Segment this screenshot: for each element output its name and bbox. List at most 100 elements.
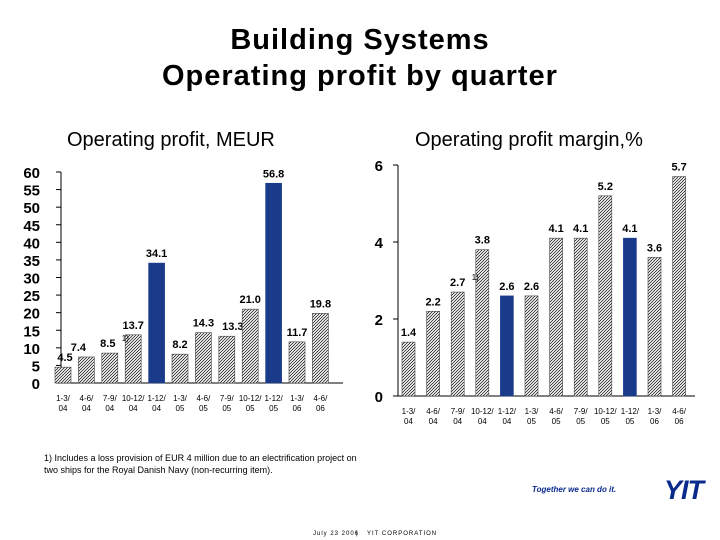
y-tick-label: 20 (23, 306, 40, 323)
bar-value-label: 4.1 (622, 223, 637, 235)
bar-value-label: 2.2 (425, 296, 440, 308)
x-tick-label: 05 (576, 417, 585, 426)
logo-tagline: Together we can do it. (532, 485, 617, 494)
chart-title-operating-margin: Operating profit margin,% (415, 129, 643, 151)
bar-4-6-05 (549, 237, 563, 397)
bar-value-label: 3.8 (475, 235, 490, 247)
bar-4-6-06 (672, 176, 686, 397)
footer-date: July 23 2006 (313, 531, 360, 537)
y-tick-label: 40 (23, 235, 40, 252)
bar-4-6-06 (312, 313, 329, 384)
annotation-marker: 1) (122, 334, 129, 343)
x-tick-label: 1-12/ (621, 407, 640, 416)
y-tick-label: 25 (23, 288, 40, 305)
y-tick-label: 55 (23, 183, 40, 200)
x-tick-label: 7-9/ (220, 394, 235, 403)
bar-4-6-04 (78, 356, 95, 384)
bar-value-label: 14.3 (193, 318, 214, 330)
bar-value-label: 4.1 (548, 223, 563, 235)
page-title-line1: Building Systems (230, 24, 490, 56)
x-tick-label: 04 (152, 404, 161, 413)
x-tick-label: 7-9/ (574, 407, 589, 416)
bar-value-label: 1.4 (401, 327, 417, 339)
bar-value-label: 13.3 (222, 321, 243, 333)
y-tick-label: 35 (23, 253, 40, 270)
y-tick-label: 4 (375, 235, 384, 252)
x-tick-label: 05 (552, 417, 561, 426)
bar-1-12-05 (265, 182, 282, 384)
bar-10-12-05 (241, 308, 259, 384)
bar-value-label: 5.2 (598, 181, 613, 193)
page-title-line2: Operating profit by quarter (162, 60, 558, 92)
x-tick-label: 05 (527, 417, 536, 426)
x-tick-label: 4-6/ (197, 394, 212, 403)
y-tick-label: 6 (375, 158, 383, 175)
x-tick-label: 05 (246, 404, 255, 413)
x-tick-label: 05 (625, 417, 634, 426)
x-tick-label: 04 (82, 404, 91, 413)
bar-value-label: 21.0 (239, 294, 260, 306)
x-tick-label: 1-12/ (147, 394, 166, 403)
x-tick-label: 04 (502, 417, 511, 426)
x-tick-label: 06 (650, 417, 659, 426)
logo-mark: YIT (663, 475, 704, 505)
bar-value-label: 2.6 (499, 281, 514, 293)
bar-7-9-05 (573, 237, 588, 397)
y-tick-label: 45 (23, 218, 40, 235)
bar-10-12-04 (124, 334, 142, 384)
x-tick-label: 10-12/ (122, 394, 145, 403)
x-tick-label: 1-12/ (264, 394, 283, 403)
chart-title-operating-profit: Operating profit, MEUR (67, 129, 275, 151)
footer-separator: | (356, 531, 359, 537)
bar-10-12-05 (598, 195, 613, 397)
y-tick-label: 0 (375, 389, 383, 406)
x-tick-label: 4-6/ (314, 394, 329, 403)
x-tick-label: 7-9/ (103, 394, 118, 403)
x-tick-label: 05 (176, 404, 185, 413)
bar-1-12-04 (148, 262, 165, 384)
x-tick-label: 04 (129, 404, 138, 413)
x-tick-label: 04 (105, 404, 114, 413)
x-tick-label: 1-3/ (173, 394, 188, 403)
y-tick-label: 15 (23, 323, 40, 340)
y-tick-label: 5 (32, 358, 40, 375)
bar-1-3-04 (401, 341, 416, 397)
x-tick-label: 10-12/ (594, 407, 617, 416)
y-tick-label: 0 (32, 376, 40, 393)
x-tick-label: 7-9/ (451, 407, 466, 416)
x-tick-label: 1-3/ (56, 394, 71, 403)
bar-value-label: 2.6 (524, 281, 539, 293)
x-tick-label: 1-3/ (525, 407, 540, 416)
x-tick-label: 05 (222, 404, 231, 413)
yit-logo: Together we can do it. YIT (532, 475, 707, 507)
bar-value-label: 2.7 (450, 277, 465, 289)
bar-value-label: 5.7 (671, 162, 686, 174)
x-tick-label: 04 (478, 417, 487, 426)
y-tick-label: 60 (23, 165, 40, 182)
footnote: 1) Includes a loss provision of EUR 4 mi… (44, 453, 357, 475)
footer-company: YIT CORPORATION (367, 531, 438, 537)
bar-value-label: 8.2 (172, 339, 187, 351)
bar-1-3-04 (54, 366, 72, 384)
x-tick-label: 4-6/ (672, 407, 687, 416)
bar-10-12-04 (475, 249, 490, 397)
bar-value-label: 8.5 (100, 338, 115, 350)
x-tick-label: 4-6/ (426, 407, 441, 416)
x-tick-label: 10-12/ (239, 394, 262, 403)
bar-value-label: 56.8 (263, 168, 284, 180)
bar-value-label: 7.4 (71, 342, 87, 354)
x-tick-label: 04 (429, 417, 438, 426)
x-tick-label: 1-12/ (498, 407, 517, 416)
x-tick-label: 1-3/ (402, 407, 417, 416)
bar-7-9-04 (450, 291, 465, 397)
bar-value-label: 4.5 (57, 352, 72, 364)
y-tick-label: 30 (23, 271, 40, 288)
bar-value-label: 4.1 (573, 223, 588, 235)
x-tick-label: 1-3/ (290, 394, 305, 403)
x-tick-label: 10-12/ (471, 407, 494, 416)
bar-7-9-05 (218, 335, 236, 384)
y-tick-label: 10 (23, 341, 40, 358)
x-tick-label: 04 (404, 417, 413, 426)
x-tick-label: 05 (601, 417, 610, 426)
